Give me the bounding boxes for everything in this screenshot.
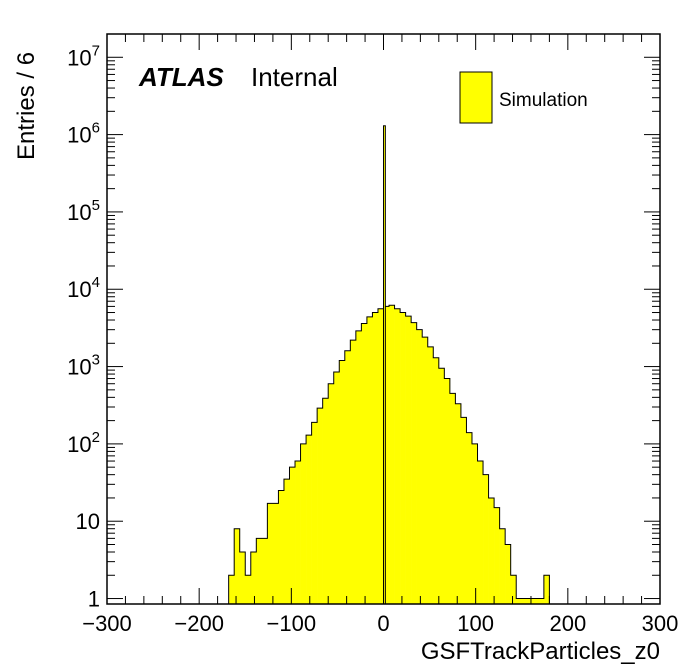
legend: Simulation <box>459 71 588 124</box>
histogram-bar <box>505 544 511 604</box>
histogram-bar <box>460 417 467 604</box>
histogram-bar <box>444 378 451 604</box>
x-tick-label: 100 <box>457 611 494 636</box>
histogram-bar <box>383 306 390 604</box>
histogram-bars <box>228 125 550 605</box>
y-axis-title: Entries / 6 <box>13 52 40 160</box>
x-tick-label: 300 <box>642 611 679 636</box>
histogram-bar <box>433 357 440 604</box>
histogram-bar <box>328 383 335 604</box>
legend-swatch <box>459 71 493 124</box>
histogram-bar <box>543 575 550 604</box>
histogram-bar <box>300 443 307 604</box>
histogram-bar <box>306 435 312 604</box>
histogram-bar <box>350 340 357 604</box>
histogram-bar <box>333 372 340 604</box>
histogram-bar <box>438 368 445 604</box>
histogram-bar <box>538 598 545 604</box>
histogram-bar <box>527 598 534 604</box>
histogram-bar <box>322 398 329 604</box>
y-tick-label: 103 <box>67 352 100 380</box>
histogram-bar <box>239 551 246 604</box>
histogram-bar <box>455 403 462 604</box>
y-tick-label: 104 <box>67 274 100 302</box>
histogram-bar <box>377 308 384 604</box>
histogram-bar <box>228 575 235 604</box>
histogram-bar <box>422 337 429 604</box>
histogram-bar <box>532 598 539 604</box>
histogram-bar <box>389 305 395 604</box>
histogram-bar <box>400 312 406 604</box>
histogram-bar <box>366 316 373 604</box>
histogram-bar <box>521 598 528 604</box>
y-tick-label: 105 <box>67 197 100 225</box>
y-tick-labels: 1 10 102 103 104 105 106 107 <box>67 42 100 611</box>
legend-entry-simulation: Simulation <box>499 90 588 111</box>
y-tick-label: 107 <box>67 42 100 70</box>
histogram-bar <box>361 323 368 604</box>
histogram-bar <box>317 408 323 604</box>
x-tick-label: −300 <box>82 611 132 636</box>
histogram-bar <box>261 538 268 604</box>
y-tick-label: 1 <box>88 587 100 612</box>
histogram-bar <box>411 322 417 604</box>
histogram-bar <box>250 551 257 604</box>
y-tick-label: 102 <box>67 429 100 457</box>
histogram-bar <box>394 308 401 604</box>
axis-ticks <box>106 33 661 604</box>
x-axis-title: GSFTrackParticles_z0 <box>421 638 660 665</box>
histogram-bar <box>471 443 478 604</box>
histogram-bar <box>311 422 318 604</box>
histogram-outline <box>228 304 550 604</box>
histogram-bar <box>516 598 523 604</box>
histogram-bar <box>483 474 489 604</box>
x-tick-label: 0 <box>377 611 389 636</box>
histogram-bar <box>372 312 379 604</box>
x-tick-label: −100 <box>267 611 317 636</box>
histogram-bar <box>278 490 285 604</box>
histogram-bar <box>494 507 500 604</box>
y-tick-label: 10 <box>76 509 100 534</box>
atlas-label: ATLAS <box>138 62 224 92</box>
histogram-bar <box>488 497 495 604</box>
histogram-bar <box>510 575 517 604</box>
histogram-spike-bar <box>383 125 386 605</box>
histogram-bar <box>256 538 263 604</box>
x-tick-label: −200 <box>174 611 224 636</box>
histogram-bar <box>427 346 434 604</box>
x-tick-label: 200 <box>549 611 586 636</box>
y-tick-label: 106 <box>67 120 100 148</box>
histogram-bar <box>344 350 351 604</box>
histogram-bar <box>289 467 296 604</box>
histogram-bar <box>355 330 362 604</box>
histogram-bar <box>499 528 506 604</box>
histogram-bar <box>405 316 412 604</box>
plot-frame <box>106 33 661 605</box>
histogram-bar <box>416 329 423 604</box>
histogram-bar <box>267 503 274 604</box>
histogram-bar <box>295 461 301 604</box>
histogram-bar <box>283 479 290 604</box>
histogram-bar <box>245 575 252 604</box>
histogram-bar <box>272 503 279 604</box>
histogram-bar <box>449 393 456 604</box>
histogram-bar <box>466 432 473 604</box>
histogram-bar <box>477 461 484 604</box>
histogram-bar <box>234 528 241 604</box>
x-tick-labels: −300 −200 −100 0 100 200 300 <box>82 611 678 636</box>
histogram-bar <box>339 360 346 604</box>
internal-label: Internal <box>251 62 338 92</box>
